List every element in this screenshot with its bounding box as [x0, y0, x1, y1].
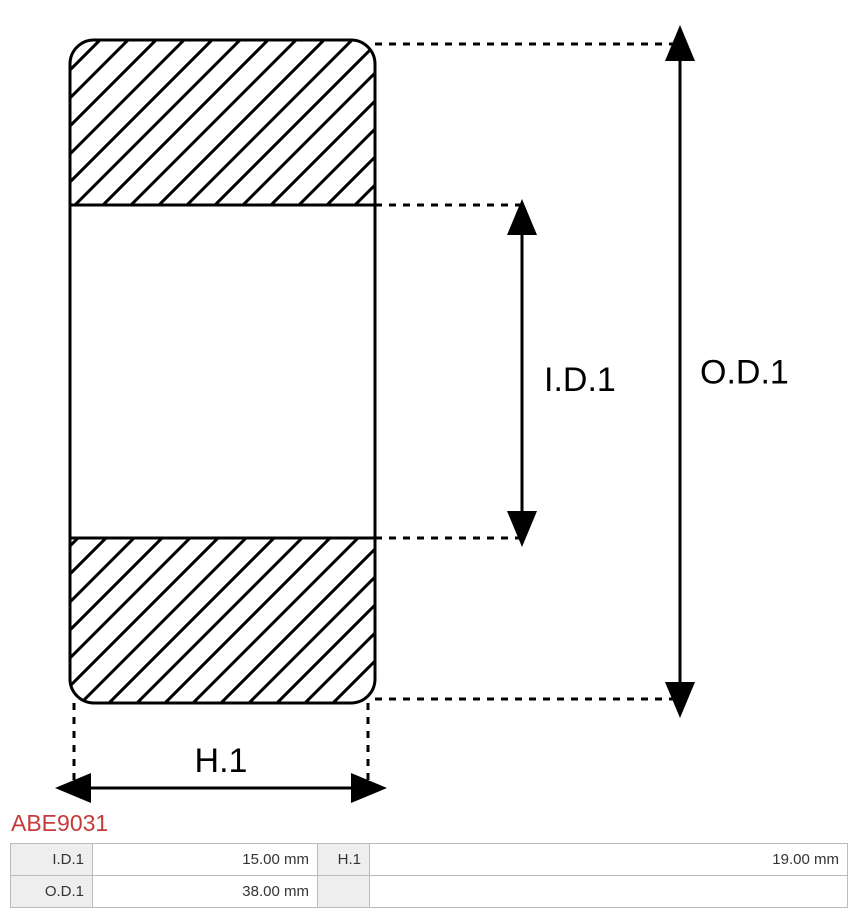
table-row: I.D.1 15.00 mm H.1 19.00 mm	[11, 844, 848, 876]
svg-text:O.D.1: O.D.1	[700, 354, 789, 392]
dim-value	[370, 876, 848, 908]
technical-diagram: O.D.1 I.D.1 H.1	[0, 0, 848, 810]
dim-value: 38.00 mm	[93, 876, 318, 908]
dimensions-table: I.D.1 15.00 mm H.1 19.00 mm O.D.1 38.00 …	[10, 843, 848, 908]
part-code: ABE9031	[0, 810, 848, 843]
dim-value: 15.00 mm	[93, 844, 318, 876]
table-row: O.D.1 38.00 mm	[11, 876, 848, 908]
svg-text:H.1: H.1	[195, 742, 248, 780]
dim-label: H.1	[318, 844, 370, 876]
svg-text:I.D.1: I.D.1	[544, 361, 616, 399]
dim-label: O.D.1	[11, 876, 93, 908]
dim-label: I.D.1	[11, 844, 93, 876]
dim-value: 19.00 mm	[370, 844, 848, 876]
dim-label	[318, 876, 370, 908]
